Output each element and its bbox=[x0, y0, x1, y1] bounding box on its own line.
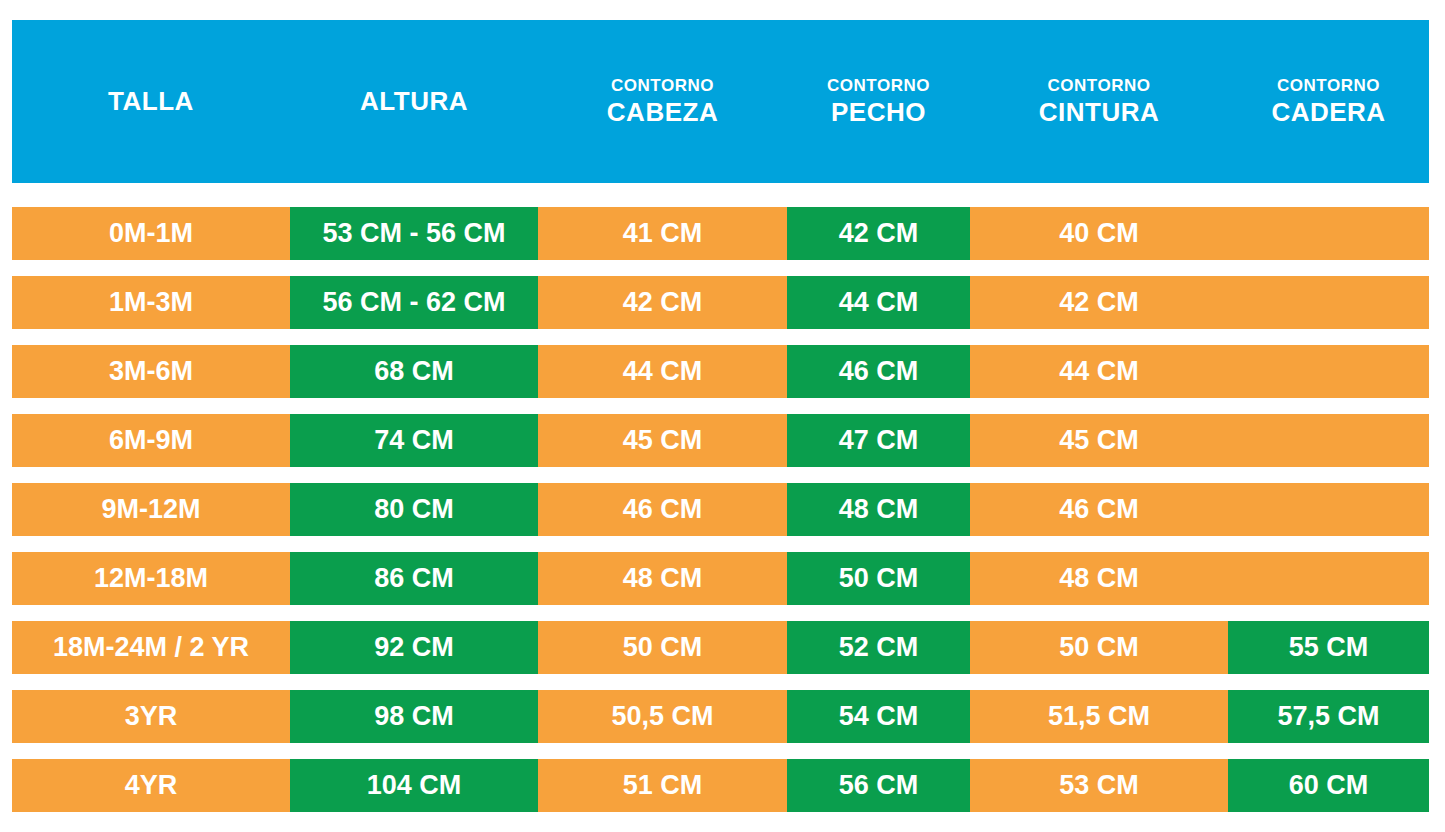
table-cell-talla: 1M-3M bbox=[12, 276, 290, 329]
column-header-cadera-top: CONTORNO bbox=[1277, 75, 1380, 96]
table-row: 1M-3M56 CM - 62 CM42 CM44 CM42 CM bbox=[12, 276, 1429, 329]
table-cell-pecho: 50 CM bbox=[787, 552, 970, 605]
table-row: 18M-24M / 2 YR92 CM50 CM52 CM50 CM55 CM bbox=[12, 621, 1429, 674]
table-cell-cintura: 45 CM bbox=[970, 414, 1228, 467]
table-row: 3M-6M68 CM44 CM46 CM44 CM bbox=[12, 345, 1429, 398]
table-cell-cintura: 40 CM bbox=[970, 207, 1228, 260]
table-cell-cintura: 48 CM bbox=[970, 552, 1228, 605]
table-cell-cabeza: 50 CM bbox=[538, 621, 787, 674]
table-cell-cintura: 46 CM bbox=[970, 483, 1228, 536]
size-chart-table: TALLA ALTURA CONTORNO CABEZA CONTORNO PE… bbox=[12, 20, 1429, 812]
table-cell-cadera: 57,5 CM bbox=[1228, 690, 1429, 743]
table-cell-altura: 86 CM bbox=[290, 552, 538, 605]
column-header-cabeza-top: CONTORNO bbox=[611, 75, 714, 96]
table-body: 0M-1M53 CM - 56 CM41 CM42 CM40 CM1M-3M56… bbox=[12, 207, 1429, 812]
table-cell-altura: 56 CM - 62 CM bbox=[290, 276, 538, 329]
table-cell-altura: 68 CM bbox=[290, 345, 538, 398]
table-cell-cabeza: 42 CM bbox=[538, 276, 787, 329]
table-cell-cintura: 51,5 CM bbox=[970, 690, 1228, 743]
table-cell-pecho: 54 CM bbox=[787, 690, 970, 743]
table-cell-altura: 53 CM - 56 CM bbox=[290, 207, 538, 260]
column-header-cabeza-label: CABEZA bbox=[607, 96, 718, 129]
size-chart-page: TALLA ALTURA CONTORNO CABEZA CONTORNO PE… bbox=[0, 0, 1445, 832]
table-cell-cadera bbox=[1228, 552, 1429, 605]
table-row: 9M-12M80 CM46 CM48 CM46 CM bbox=[12, 483, 1429, 536]
table-cell-pecho: 56 CM bbox=[787, 759, 970, 812]
table-cell-cabeza: 41 CM bbox=[538, 207, 787, 260]
table-cell-cintura: 42 CM bbox=[970, 276, 1228, 329]
table-cell-cintura: 53 CM bbox=[970, 759, 1228, 812]
column-header-cintura-label: CINTURA bbox=[1039, 96, 1160, 129]
table-cell-cintura: 50 CM bbox=[970, 621, 1228, 674]
table-cell-pecho: 48 CM bbox=[787, 483, 970, 536]
table-cell-cadera: 55 CM bbox=[1228, 621, 1429, 674]
column-header-contorno-cadera: CONTORNO CADERA bbox=[1228, 20, 1429, 183]
table-cell-cabeza: 45 CM bbox=[538, 414, 787, 467]
table-cell-cadera: 60 CM bbox=[1228, 759, 1429, 812]
table-cell-cadera bbox=[1228, 345, 1429, 398]
table-row: 6M-9M74 CM45 CM47 CM45 CM bbox=[12, 414, 1429, 467]
column-header-altura: ALTURA bbox=[290, 20, 538, 183]
table-header-row: TALLA ALTURA CONTORNO CABEZA CONTORNO PE… bbox=[12, 20, 1429, 183]
table-cell-cabeza: 48 CM bbox=[538, 552, 787, 605]
table-row: 12M-18M86 CM48 CM50 CM48 CM bbox=[12, 552, 1429, 605]
column-header-contorno-cabeza: CONTORNO CABEZA bbox=[538, 20, 787, 183]
column-header-contorno-cintura: CONTORNO CINTURA bbox=[970, 20, 1228, 183]
table-cell-altura: 98 CM bbox=[290, 690, 538, 743]
table-row: 0M-1M53 CM - 56 CM41 CM42 CM40 CM bbox=[12, 207, 1429, 260]
column-header-pecho-top: CONTORNO bbox=[827, 75, 930, 96]
table-cell-altura: 74 CM bbox=[290, 414, 538, 467]
table-cell-talla: 3YR bbox=[12, 690, 290, 743]
table-cell-cabeza: 44 CM bbox=[538, 345, 787, 398]
table-cell-cadera bbox=[1228, 207, 1429, 260]
table-cell-pecho: 46 CM bbox=[787, 345, 970, 398]
table-cell-altura: 104 CM bbox=[290, 759, 538, 812]
table-cell-pecho: 44 CM bbox=[787, 276, 970, 329]
table-cell-pecho: 52 CM bbox=[787, 621, 970, 674]
table-cell-pecho: 47 CM bbox=[787, 414, 970, 467]
table-cell-cadera bbox=[1228, 276, 1429, 329]
column-header-talla: TALLA bbox=[12, 20, 290, 183]
table-cell-talla: 12M-18M bbox=[12, 552, 290, 605]
column-header-cintura-top: CONTORNO bbox=[1048, 75, 1151, 96]
table-cell-pecho: 42 CM bbox=[787, 207, 970, 260]
table-cell-cabeza: 50,5 CM bbox=[538, 690, 787, 743]
table-cell-talla: 3M-6M bbox=[12, 345, 290, 398]
table-cell-talla: 0M-1M bbox=[12, 207, 290, 260]
table-cell-talla: 9M-12M bbox=[12, 483, 290, 536]
table-cell-cabeza: 46 CM bbox=[538, 483, 787, 536]
table-cell-cintura: 44 CM bbox=[970, 345, 1228, 398]
table-cell-talla: 18M-24M / 2 YR bbox=[12, 621, 290, 674]
table-cell-cadera bbox=[1228, 414, 1429, 467]
column-header-pecho-label: PECHO bbox=[831, 96, 926, 129]
table-cell-talla: 4YR bbox=[12, 759, 290, 812]
column-header-altura-label: ALTURA bbox=[360, 85, 468, 118]
table-cell-cabeza: 51 CM bbox=[538, 759, 787, 812]
table-cell-altura: 80 CM bbox=[290, 483, 538, 536]
table-cell-cadera bbox=[1228, 483, 1429, 536]
table-cell-altura: 92 CM bbox=[290, 621, 538, 674]
table-row: 3YR98 CM50,5 CM54 CM51,5 CM57,5 CM bbox=[12, 690, 1429, 743]
column-header-contorno-pecho: CONTORNO PECHO bbox=[787, 20, 970, 183]
table-row: 4YR104 CM51 CM56 CM53 CM60 CM bbox=[12, 759, 1429, 812]
column-header-cadera-label: CADERA bbox=[1271, 96, 1385, 129]
column-header-talla-label: TALLA bbox=[108, 85, 194, 118]
table-cell-talla: 6M-9M bbox=[12, 414, 290, 467]
